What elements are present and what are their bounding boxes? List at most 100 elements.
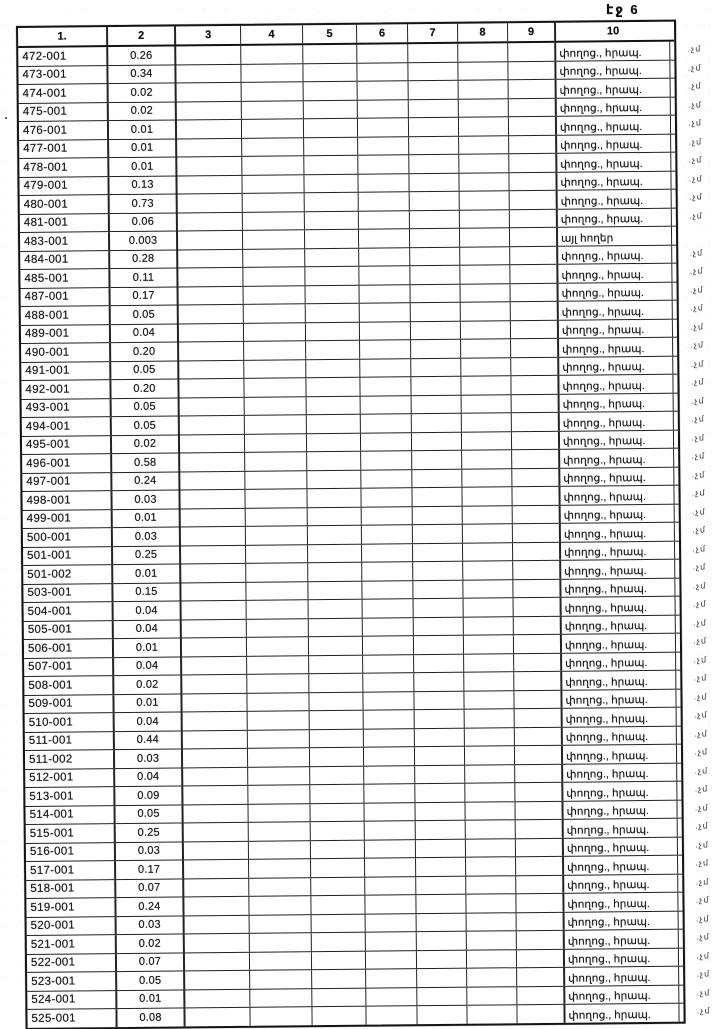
cell-land-use: փողոց., հրապ. [557, 152, 672, 172]
margin-annotation: .չմ [695, 821, 709, 831]
cell-empty [510, 264, 559, 283]
cell-empty [249, 896, 312, 915]
cell-land-use: այլ հողեր [557, 226, 673, 246]
cell-area-value: 0.17 [116, 860, 185, 879]
cell-empty [307, 507, 362, 526]
cell-empty [416, 913, 467, 932]
cell-area-value: 0.24 [116, 897, 185, 916]
cell-empty [177, 138, 243, 157]
cell-empty [464, 709, 515, 728]
cell-parcel-id: 508-001 [24, 676, 115, 695]
cell-empty [466, 949, 518, 968]
cell-empty [177, 230, 244, 249]
cell-empty [410, 284, 461, 303]
cell-empty [511, 431, 561, 450]
cell-empty [509, 135, 558, 154]
cell-empty [515, 782, 564, 801]
cell-empty [512, 505, 561, 524]
margin-annotation: .չմ [693, 599, 707, 609]
cell-empty [184, 878, 250, 897]
cell-land-use: փողոց., հրապ. [561, 615, 676, 634]
cell-parcel-id: 503-001 [23, 583, 114, 602]
cell-empty [362, 562, 414, 581]
cell-empty [516, 930, 565, 949]
cell-empty [310, 803, 365, 822]
cell-land-use: փողոց., հրապ. [560, 541, 676, 560]
cell-empty [246, 563, 309, 582]
cell-land-use: փողոց., հրապ. [559, 430, 675, 449]
cell-empty [248, 840, 312, 859]
cell-area-value: 0.06 [109, 212, 178, 232]
cell-empty [512, 486, 561, 505]
margin-annotation: .չմ [689, 247, 704, 258]
cell-empty [414, 728, 465, 747]
cell-empty [466, 912, 517, 931]
cell-empty [311, 932, 366, 951]
cell-parcel-id: 519-001 [26, 898, 117, 917]
cell-land-use: փողոց., հրապ. [558, 282, 673, 301]
cell-empty [412, 543, 464, 562]
margin-annotation: .չմ [692, 525, 706, 535]
cell-parcel-id: 520-001 [26, 916, 117, 935]
cell-empty [465, 838, 516, 857]
cell-empty [182, 693, 248, 712]
cell-empty [184, 859, 250, 878]
cell-empty [306, 359, 361, 378]
cell-empty [244, 415, 307, 434]
cell-empty [181, 563, 247, 582]
cell-empty [366, 1006, 418, 1025]
cell-empty [247, 729, 310, 748]
cell-empty [359, 321, 412, 340]
margin-annotation: .չմ [692, 506, 706, 517]
cell-land-use: փողոց., հրապ. [559, 411, 674, 431]
cell-empty [312, 988, 367, 1007]
cell-empty [416, 950, 468, 969]
margin-annotation: .չմ [695, 858, 710, 868]
cell-empty [303, 118, 359, 137]
cell-empty [249, 859, 312, 878]
cell-area-value: 0.04 [114, 656, 183, 676]
cell-empty [364, 802, 416, 821]
cell-area-value: 0.04 [113, 619, 182, 639]
cell-area-value: 0.03 [115, 841, 185, 861]
cell-area-value: 0.07 [116, 878, 185, 898]
cell-empty [411, 376, 462, 395]
cell-empty [183, 767, 249, 786]
cell-land-use: փողոց., հրապ. [561, 578, 676, 597]
cell-empty [357, 62, 409, 81]
cell-empty [244, 341, 307, 360]
margin-annotation: .չմ [691, 395, 705, 406]
cell-empty [460, 283, 511, 302]
cell-empty [411, 395, 462, 414]
cell-empty [181, 637, 248, 656]
cell-empty [508, 42, 557, 61]
cell-area-value: 0.25 [113, 545, 182, 565]
cell-land-use: փողոց., հրապ. [556, 60, 671, 79]
cell-area-value: 0.05 [117, 971, 186, 990]
cell-empty [363, 691, 415, 710]
cell-empty [409, 210, 460, 229]
cell-empty [458, 80, 509, 99]
cell-empty [176, 64, 242, 83]
cell-empty [412, 450, 463, 469]
cell-empty [182, 656, 248, 675]
cell-parcel-id: 514-001 [25, 805, 116, 824]
cell-empty [464, 690, 515, 709]
cell-empty [417, 1005, 468, 1024]
cell-empty [515, 819, 564, 838]
cell-empty [415, 820, 466, 839]
cell-empty [244, 359, 307, 378]
cell-empty [357, 81, 409, 100]
margin-annotation: .չմ [687, 62, 702, 73]
cell-empty [308, 618, 363, 637]
cell-empty [309, 673, 364, 692]
cell-area-value: 0.15 [113, 582, 182, 602]
cell-land-use: փողոց., հրապ. [564, 892, 679, 912]
cell-parcel-id: 480-001 [19, 195, 110, 214]
cell-empty [363, 710, 415, 729]
cell-empty [304, 155, 359, 174]
cell-empty [184, 933, 250, 952]
cell-empty [248, 766, 311, 785]
cell-empty [461, 339, 512, 358]
cell-land-use: փողոց., հրապ. [563, 818, 678, 838]
